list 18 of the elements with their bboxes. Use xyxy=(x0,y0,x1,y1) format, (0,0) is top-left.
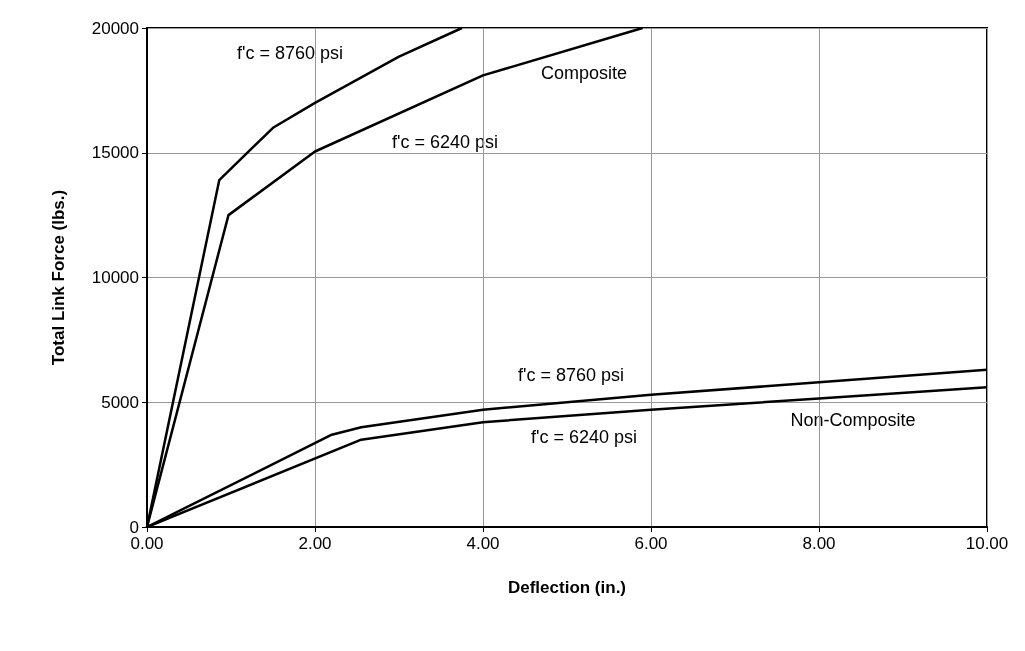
x-tick-label: 6.00 xyxy=(634,534,668,553)
x-tick-label: 2.00 xyxy=(298,534,332,553)
x-tick-label: 0.00 xyxy=(130,534,164,553)
annotation: f'c = 8760 psi xyxy=(236,43,344,63)
y-tick-label: 10000 xyxy=(91,268,139,287)
annotation: Non-Composite xyxy=(790,410,916,430)
y-axis-title: Total Link Force (lbs.) xyxy=(49,189,68,366)
x-tick-label: 10.00 xyxy=(965,534,1009,553)
x-axis-title: Deflection (in.) xyxy=(507,578,627,597)
annotation: f'c = 6240 psi xyxy=(530,427,638,447)
y-tick-label: 15000 xyxy=(91,143,139,163)
x-tick-label: 4.00 xyxy=(466,534,500,553)
y-tick-label: 20000 xyxy=(91,18,139,38)
y-tick-label: 5000 xyxy=(101,392,139,412)
y-tick-label: 0 xyxy=(129,517,139,537)
x-tick-label: 8.00 xyxy=(802,534,836,553)
annotation: Composite xyxy=(540,63,628,83)
annotation: f'c = 8760 psi xyxy=(517,365,625,385)
